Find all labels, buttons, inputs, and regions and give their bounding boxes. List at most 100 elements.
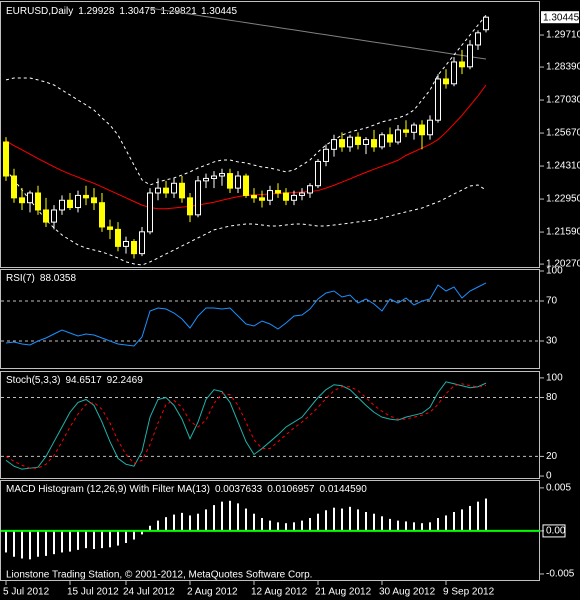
candle-body <box>483 16 489 31</box>
candle-body <box>131 241 137 255</box>
candle-body <box>187 197 193 216</box>
histogram-bar <box>213 505 215 531</box>
x-tick-label: 15 Jul 2012 <box>67 587 119 598</box>
histogram-bar <box>125 530 127 543</box>
histogram-bar <box>53 530 55 555</box>
candle-body <box>339 139 345 148</box>
candle-body <box>467 44 473 68</box>
y-tick-label: 1.22950 <box>546 194 580 205</box>
histogram-bar <box>205 509 207 531</box>
candle-body <box>83 194 89 199</box>
histogram-bar <box>309 518 311 531</box>
zero-label-box <box>542 524 566 538</box>
histogram-bar <box>389 518 391 531</box>
histogram-bar <box>85 530 87 549</box>
histogram-bar <box>29 530 31 560</box>
histogram-bar <box>357 509 359 531</box>
candle-body <box>275 190 281 194</box>
indicator-readout: 0.0144590 <box>320 484 368 495</box>
candle-body <box>475 32 481 46</box>
indicator-readout: 0.0106957 <box>267 484 315 495</box>
histogram-bar <box>381 516 383 531</box>
y-tick-label: 20 <box>546 451 558 462</box>
overlay-line <box>149 7 487 60</box>
histogram-bar <box>197 513 199 531</box>
panel-header: MACD Histogram (12,26,9) With Filter MA(… <box>6 484 367 495</box>
panel-header: Stoch(5,3,3) 94.6517 92.2469 <box>6 375 143 386</box>
y-tick-label: 1.25670 <box>546 128 580 139</box>
candle-body <box>395 129 401 143</box>
candle-body <box>43 209 49 223</box>
overlay-line <box>5 169 487 266</box>
y-tick-label: 30 <box>546 336 558 347</box>
y-tick-label: 0.00 <box>546 526 566 537</box>
histogram-bar <box>229 500 231 531</box>
histogram-bar <box>445 515 447 531</box>
candle-body <box>211 175 217 179</box>
histogram-bar <box>181 512 183 531</box>
candle-body <box>315 160 321 187</box>
candle-body <box>67 199 73 209</box>
panel-title: MACD Histogram (12,26,9) With Filter MA(… <box>6 484 210 495</box>
histogram-bar <box>317 513 319 531</box>
candle-body <box>427 119 433 136</box>
ohlc-readout: 1.30445 <box>201 6 238 17</box>
candle-body <box>19 197 25 204</box>
candle-body <box>387 134 393 143</box>
histogram-bar <box>293 522 295 531</box>
rsi-panel-frame <box>0 269 540 369</box>
candle-body <box>123 241 129 247</box>
panel-title: Stoch(5,3,3) <box>6 375 60 386</box>
candle-body <box>163 187 169 194</box>
candle-body <box>11 175 17 199</box>
x-tick-label: 5 Jul 2012 <box>3 587 50 598</box>
histogram-bar <box>261 518 263 531</box>
panel-header: EURUSD,Daily 1.29928 1.30475 1.29821 1.30445 <box>6 6 238 17</box>
x-tick-label: 30 Aug 2012 <box>379 587 436 598</box>
ohlc-readout: 1.29821 <box>161 6 198 17</box>
histogram-bar <box>269 520 271 531</box>
histogram-bar <box>61 530 63 553</box>
histogram-bar <box>149 525 151 531</box>
indicator-readout: 94.6517 <box>65 375 102 386</box>
histogram-bar <box>333 507 335 531</box>
histogram-bar <box>165 517 167 531</box>
candle-body <box>195 180 201 216</box>
candle-body <box>75 194 81 209</box>
y-tick-label: 1.20270 <box>546 259 580 270</box>
histogram-bar <box>277 522 279 531</box>
histogram-bar <box>429 522 431 531</box>
histogram-bar <box>77 530 79 550</box>
y-tick-label: 1.28390 <box>546 62 580 73</box>
histogram-bar <box>285 523 287 531</box>
candle-body <box>419 124 425 136</box>
y-tick-label: 1.27030 <box>546 95 580 106</box>
histogram-bar <box>461 509 463 531</box>
y-tick-label: -0.005 <box>546 569 575 580</box>
candle-body <box>307 185 313 194</box>
candle-body <box>107 226 113 230</box>
histogram-bar <box>5 530 7 553</box>
y-tick-label: 80 <box>546 392 558 403</box>
candle-body <box>331 139 337 150</box>
candle-body <box>155 187 161 194</box>
histogram-bar <box>157 520 159 531</box>
candle-body <box>411 124 417 133</box>
candle-body <box>35 192 41 211</box>
panel-header: RSI(7) 88.0358 <box>6 273 76 284</box>
y-tick-label: 1.24310 <box>546 161 580 172</box>
histogram-bar <box>365 511 367 531</box>
candle-body <box>443 78 449 85</box>
histogram-bar <box>109 530 111 548</box>
histogram-bar <box>301 520 303 531</box>
histogram-bar <box>221 501 223 531</box>
indicator-line <box>5 381 487 470</box>
histogram-bar <box>45 530 47 556</box>
candle-body <box>347 136 353 148</box>
histogram-bar <box>13 530 15 557</box>
candle-body <box>219 173 225 177</box>
candle-body <box>299 192 305 196</box>
histogram-bar <box>21 530 23 559</box>
y-tick-label: 100 <box>546 266 563 277</box>
candle-body <box>99 202 105 228</box>
